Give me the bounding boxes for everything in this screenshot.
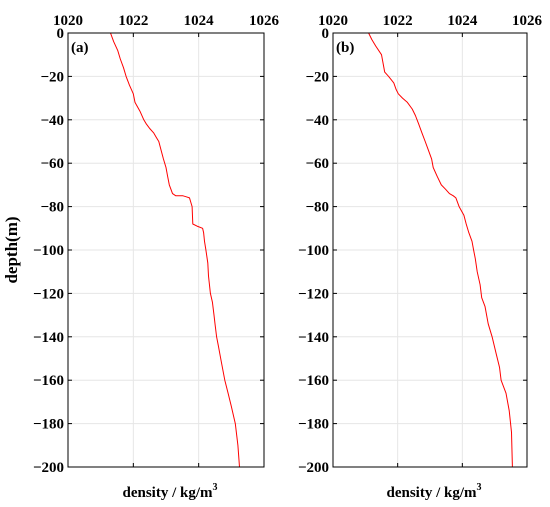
panel-b-y-ticks: 0 −20 −40 −60 −80 −100 −120 −140 −160 −180 −200 [298, 26, 527, 476]
panel-b-series [368, 32, 513, 468]
y-tick-label: −20 [40, 69, 64, 85]
y-tick-label: −160 [33, 373, 64, 389]
y-tick-label: −120 [33, 286, 64, 302]
y-tick-label: −80 [305, 200, 329, 216]
panel-a-y-ticks: 0 −20 −40 −60 −80 −100 −120 −140 −160 −180 −200 [33, 26, 264, 476]
density-profile-line [110, 32, 240, 468]
y-tick-label: −20 [305, 69, 329, 85]
y-tick-label: −60 [305, 156, 329, 172]
y-tick-label: −180 [33, 417, 64, 433]
y-tick-label: −160 [298, 373, 329, 389]
y-tick-label: 0 [322, 26, 330, 42]
panel-a-x-ticks: 1020 1022 1024 1026 [53, 13, 280, 467]
panel-a-grid [68, 33, 264, 467]
y-tick-label: −200 [298, 460, 329, 476]
y-tick-label: −140 [33, 330, 64, 346]
panel-a: 1020 1022 1024 1026 0 −20 −40 −60 −80 −100 −120 −1… [33, 13, 280, 501]
x-tick-label: 1024 [184, 13, 215, 29]
y-tick-label: 0 [57, 26, 65, 42]
y-tick-label: −120 [298, 286, 329, 302]
panel-b-x-ticks: 1020 1022 1024 1026 [318, 13, 543, 467]
y-tick-label: −140 [298, 330, 329, 346]
panel-a-x-axis-label: density / kg/m3 [122, 482, 217, 501]
panel-b: 1020 1022 1024 1026 0 −20 −40 −60 −80 −100 −120 −1… [298, 13, 543, 501]
y-tick-label: −40 [305, 113, 329, 129]
panel-b-x-axis-label: density / kg/m3 [386, 482, 481, 501]
y-tick-label: −60 [40, 156, 64, 172]
y-tick-label: −80 [40, 200, 64, 216]
x-tick-label: 1024 [447, 13, 478, 29]
density-profile-line [368, 32, 513, 468]
panel-a-series [110, 32, 240, 468]
y-tick-label: −180 [298, 417, 329, 433]
x-tick-label: 1026 [249, 13, 280, 29]
x-tick-label: 1026 [512, 13, 543, 29]
y-axis-label: depth(m) [2, 216, 21, 283]
x-tick-label: 1020 [53, 13, 83, 29]
x-tick-label: 1022 [383, 13, 413, 29]
y-tick-label: −200 [33, 460, 64, 476]
y-tick-label: −100 [298, 243, 329, 259]
panel-b-grid [333, 33, 527, 467]
x-tick-label: 1022 [118, 13, 148, 29]
panel-a-label: (a) [71, 40, 89, 56]
x-tick-label: 1020 [318, 13, 348, 29]
panel-b-label: (b) [336, 40, 354, 56]
y-tick-label: −100 [33, 243, 64, 259]
y-tick-label: −40 [40, 113, 64, 129]
